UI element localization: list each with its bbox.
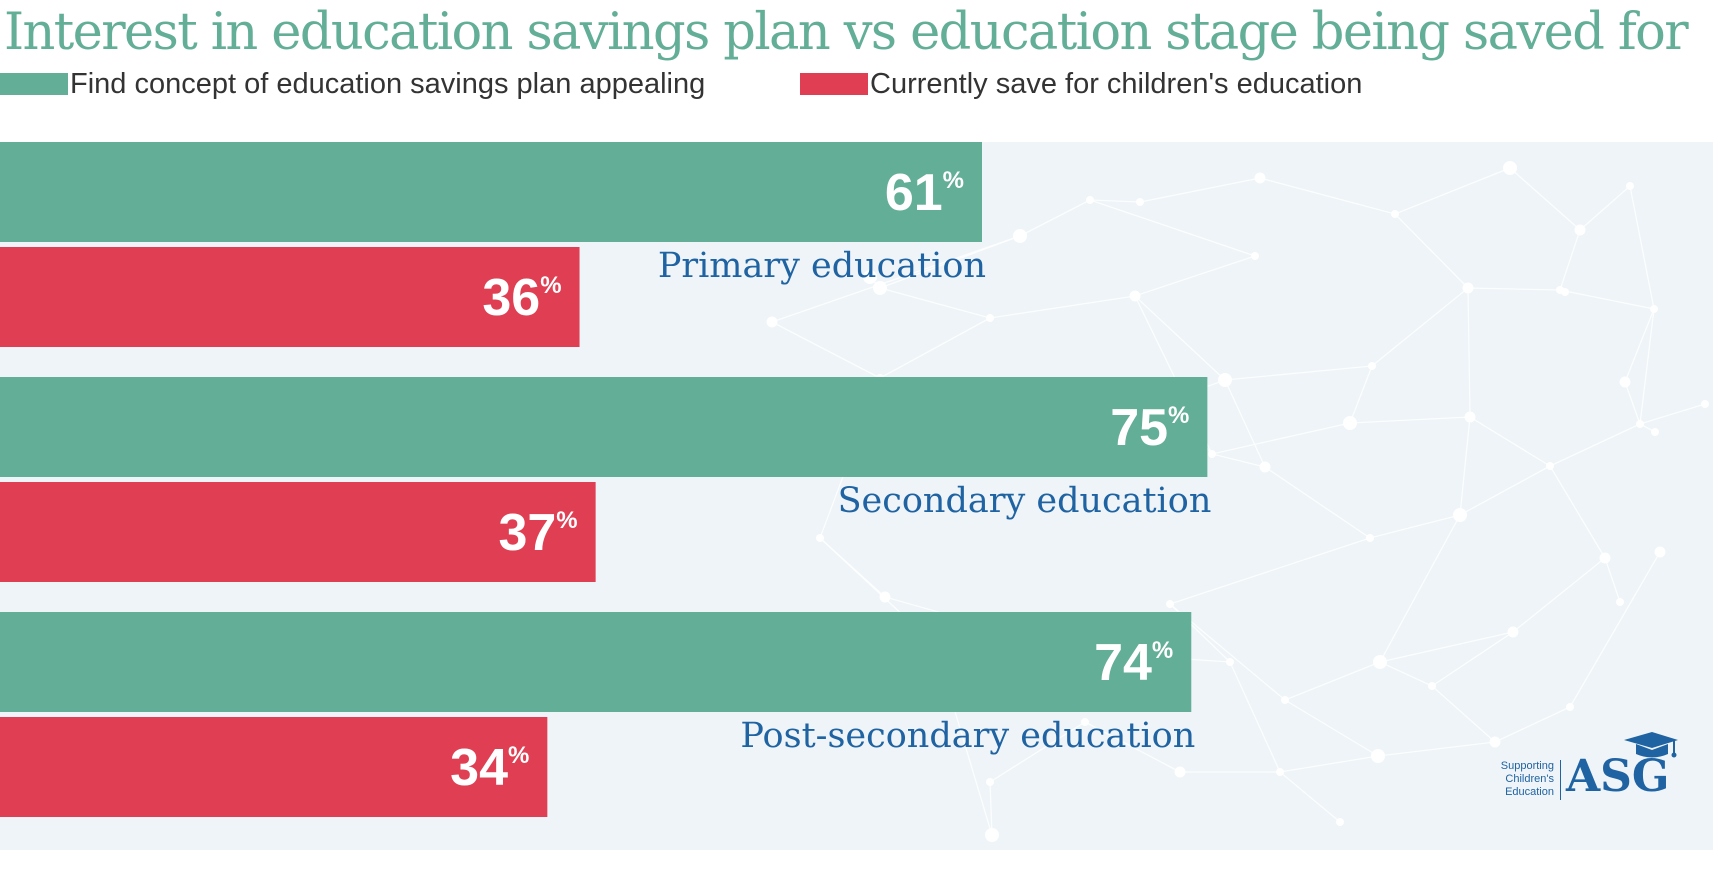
value-label-currently-save-3: 34% [450, 739, 529, 797]
value-label-currently-save-2: 37% [498, 504, 577, 562]
bar-chart: 61% 36% Primary education 75% 37% Secondary e… [0, 142, 1212, 817]
bar-appealing-1 [0, 142, 982, 242]
network-background-pattern [766, 161, 1709, 842]
plot-area: 61% 36% Primary education 75% 37% Secondary e… [0, 142, 1713, 850]
bar-currently-save-3 [0, 717, 548, 817]
value-label-currently-save-1: 36% [482, 269, 561, 327]
value-label-appealing-2: 75% [1110, 399, 1189, 457]
chart-title: Interest in education savings plan vs ed… [4, 3, 1689, 62]
category-label-2: Secondary education [838, 481, 1212, 521]
logo-divider [1560, 760, 1561, 800]
bar-currently-save-1 [0, 247, 580, 347]
logo-tagline: Supporting Children's Education [1488, 760, 1554, 799]
logo-tagline-line-1: Supporting [1500, 760, 1554, 772]
logo-brand: ASG [1566, 751, 1670, 802]
bar-appealing-2 [0, 377, 1208, 477]
legend-swatch-appealing [0, 73, 68, 95]
legend-label-currently-save: Currently save for children's education [870, 67, 1363, 100]
category-label-3: Post-secondary education [740, 716, 1195, 756]
legend-item-appealing: Find concept of education savings plan a… [0, 66, 705, 102]
legend-swatch-currently-save [800, 73, 868, 95]
logo-tagline-line-2: Children's [1505, 773, 1554, 785]
legend-label-appealing: Find concept of education savings plan a… [70, 67, 706, 100]
graduation-cap-icon [1624, 732, 1678, 758]
value-label-appealing-3: 74% [1094, 634, 1173, 692]
logo-tagline-line-3: Education [1505, 786, 1554, 798]
category-label-1: Primary education [658, 246, 986, 286]
bar-currently-save-2 [0, 482, 596, 582]
value-label-appealing-1: 61% [885, 164, 964, 222]
legend-item-currently-save: Currently save for children's education [800, 66, 1362, 102]
bar-appealing-3 [0, 612, 1192, 712]
